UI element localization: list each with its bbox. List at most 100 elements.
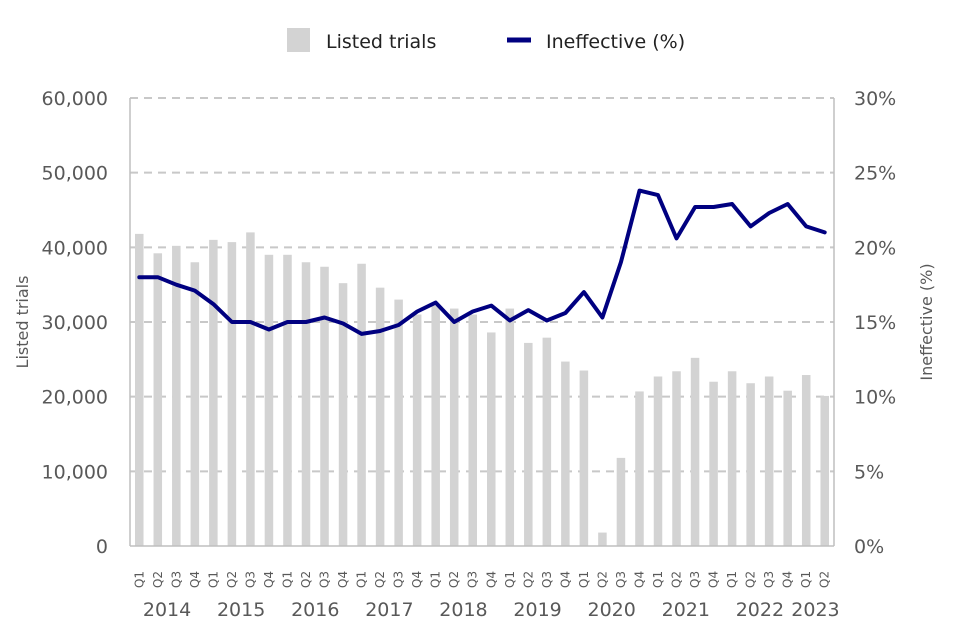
bar-listed-trials <box>375 287 385 546</box>
bar-listed-trials <box>283 254 292 547</box>
left-tick-label: 50,000 <box>42 163 108 185</box>
bar-listed-trials <box>468 314 477 546</box>
quarter-tick-label: Q4 <box>484 571 498 588</box>
year-tick-label: 2020 <box>588 599 636 621</box>
left-axis-title: Listed trials <box>13 276 32 369</box>
left-tick-label: 60,000 <box>42 88 108 110</box>
right-tick-label: 20% <box>854 237 896 259</box>
quarter-tick-label: Q4 <box>632 571 646 588</box>
axes <box>129 98 835 547</box>
bar-listed-trials <box>820 395 829 546</box>
quarter-tick-label: Q3 <box>614 571 628 588</box>
quarter-tick-label: Q4 <box>188 571 202 588</box>
line-ineffective-percent <box>137 188 827 336</box>
quarter-tick-label: Q1 <box>132 571 146 588</box>
bar-listed-trials <box>412 314 422 546</box>
x-axis-ticks: Q1 Q2 Q3 Q4 Q1 Q2 Q3 Q4 Q1 Q2 Q3 Q4 Q1 Q2 Q3 Q4 Q1 Q2 Q3 Q4… <box>132 571 839 621</box>
right-tick-label: 0% <box>854 536 884 558</box>
year-tick-label: 2014 <box>143 599 191 621</box>
right-tick-label: 25% <box>854 163 896 185</box>
bar-listed-trials <box>579 370 589 546</box>
left-tick-label: 30,000 <box>42 312 108 334</box>
left-tick-label: 0 <box>96 536 108 558</box>
bar-listed-trials <box>709 381 718 546</box>
quarter-tick-label: Q2 <box>521 571 535 588</box>
quarter-tick-label: Q3 <box>169 571 183 588</box>
right-axis-title: Ineffective (%) <box>917 263 936 380</box>
bar-listed-trials <box>153 253 163 546</box>
quarter-tick-label: Q2 <box>595 571 609 588</box>
bar-listed-trials <box>320 266 329 546</box>
quarter-tick-label: Q3 <box>392 571 406 588</box>
quarter-tick-label: Q1 <box>577 571 591 588</box>
bar-listed-trials <box>801 375 811 546</box>
year-tick-label: 2018 <box>439 599 487 621</box>
bar-listed-trials <box>690 357 700 546</box>
right-axis-ticks: 0% 5% 10% 15% 20% 25% 30% <box>854 88 896 558</box>
quarter-tick-label: Q1 <box>355 571 369 588</box>
bar-listed-trials <box>190 262 200 546</box>
quarter-tick-label: Q4 <box>707 571 721 588</box>
right-tick-label: 5% <box>854 461 884 483</box>
bar-listed-trials <box>394 299 403 546</box>
bar-listed-trials <box>653 376 663 546</box>
bar-listed-trials <box>264 254 274 547</box>
bar-listed-trials <box>672 371 681 546</box>
quarter-tick-label: Q2 <box>670 571 684 588</box>
quarter-tick-label: Q3 <box>243 571 257 588</box>
bar-listed-trials <box>598 532 607 546</box>
quarter-tick-label: Q4 <box>262 571 276 588</box>
bar-listed-trials <box>524 342 533 546</box>
bar-listed-trials <box>746 383 755 546</box>
quarter-tick-label: Q2 <box>447 571 461 588</box>
year-tick-label: 2023 <box>791 599 839 621</box>
quarter-tick-label: Q1 <box>429 571 443 588</box>
quarter-tick-label: Q3 <box>762 571 776 588</box>
bar-listed-trials <box>542 337 552 546</box>
quarter-tick-label: Q2 <box>373 571 387 588</box>
legend-label-ineffective: Ineffective (%) <box>546 31 685 53</box>
quarter-tick-label: Q2 <box>818 571 832 588</box>
left-axis-ticks: 0 10,000 20,000 30,000 40,000 50,000 60,000 <box>42 88 108 558</box>
left-tick-label: 10,000 <box>42 461 108 483</box>
bar-listed-trials <box>431 305 440 546</box>
bar-listed-trials <box>487 332 496 546</box>
bar-listed-trials <box>338 283 348 546</box>
quarter-tick-label: Q1 <box>280 571 294 588</box>
bar-listed-trials <box>616 457 626 546</box>
bar-listed-trials <box>635 391 644 546</box>
quarter-tick-label: Q4 <box>410 571 424 588</box>
quarter-tick-label: Q3 <box>318 571 332 588</box>
right-tick-label: 30% <box>854 88 896 110</box>
bar-listed-trials <box>209 239 218 546</box>
bar-listed-trials <box>172 245 181 546</box>
year-tick-label: 2015 <box>217 599 265 621</box>
bar-listed-trials <box>449 308 459 546</box>
quarter-tick-label: Q3 <box>466 571 480 588</box>
year-tick-label: 2019 <box>513 599 561 621</box>
quarter-tick-label: Q3 <box>540 571 554 588</box>
quarter-tick-label: Q1 <box>651 571 665 588</box>
quarter-tick-label: Q2 <box>744 571 758 588</box>
quarter-tick-label: Q2 <box>225 571 239 588</box>
bar-listed-trials <box>135 233 144 547</box>
quarter-tick-label: Q1 <box>725 571 739 588</box>
year-tick-label: 2022 <box>736 599 784 621</box>
year-tick-label: 2021 <box>662 599 710 621</box>
bar-listed-trials <box>227 242 237 546</box>
quarter-tick-label: Q4 <box>781 571 795 588</box>
quarter-tick-label: Q3 <box>688 571 702 588</box>
year-tick-label: 2017 <box>365 599 413 621</box>
quarter-tick-label: Q1 <box>799 571 813 588</box>
bar-listed-trials <box>783 390 792 546</box>
right-tick-label: 15% <box>854 312 896 334</box>
bar-listed-trials <box>561 361 570 546</box>
quarter-tick-label: Q1 <box>503 571 517 588</box>
legend: Listed trials Ineffective (%) <box>287 28 685 53</box>
quarter-tick-label: Q4 <box>558 571 572 588</box>
line-series-ineffective <box>137 188 827 336</box>
right-tick-label: 10% <box>854 387 896 409</box>
quarter-tick-label: Q2 <box>299 571 313 588</box>
bar-listed-trials <box>246 232 255 546</box>
bar-listed-trials <box>301 262 311 546</box>
